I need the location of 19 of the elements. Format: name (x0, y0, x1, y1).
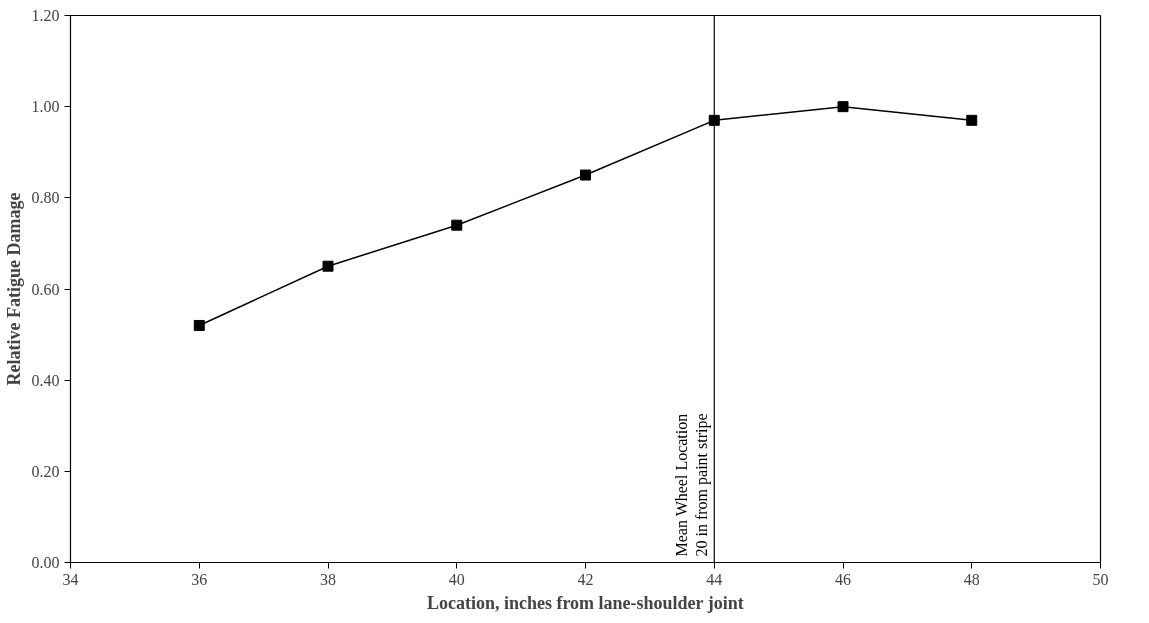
x-tick-label: 34 (62, 570, 79, 588)
x-tick-label: 46 (835, 570, 851, 588)
x-tick-label: 36 (191, 570, 208, 588)
ref-line-label: Mean Wheel Location 20 in from paint stripe (672, 413, 712, 557)
x-tick-label: 44 (706, 570, 723, 588)
y-axis-title: Relative Fatigue Damage (3, 192, 24, 386)
y-tick-label: 0.20 (31, 462, 60, 480)
y-tick-label: 0.80 (31, 189, 60, 207)
x-tick-label: 42 (577, 570, 594, 588)
x-tick-label: 40 (448, 570, 465, 588)
y-tick-label: 1.20 (31, 7, 60, 24)
x-tick-label: 48 (963, 570, 980, 588)
x-axis-title: Location, inches from lane-shoulder joint (426, 592, 744, 613)
y-tick-label: 1.00 (31, 98, 60, 116)
x-tick-label: 50 (1092, 570, 1109, 588)
y-tick-label: 0.00 (31, 554, 60, 571)
y-tick-label: 0.60 (31, 280, 60, 298)
y-tick-label: 0.40 (31, 371, 60, 389)
x-tick-label: 38 (320, 570, 336, 588)
